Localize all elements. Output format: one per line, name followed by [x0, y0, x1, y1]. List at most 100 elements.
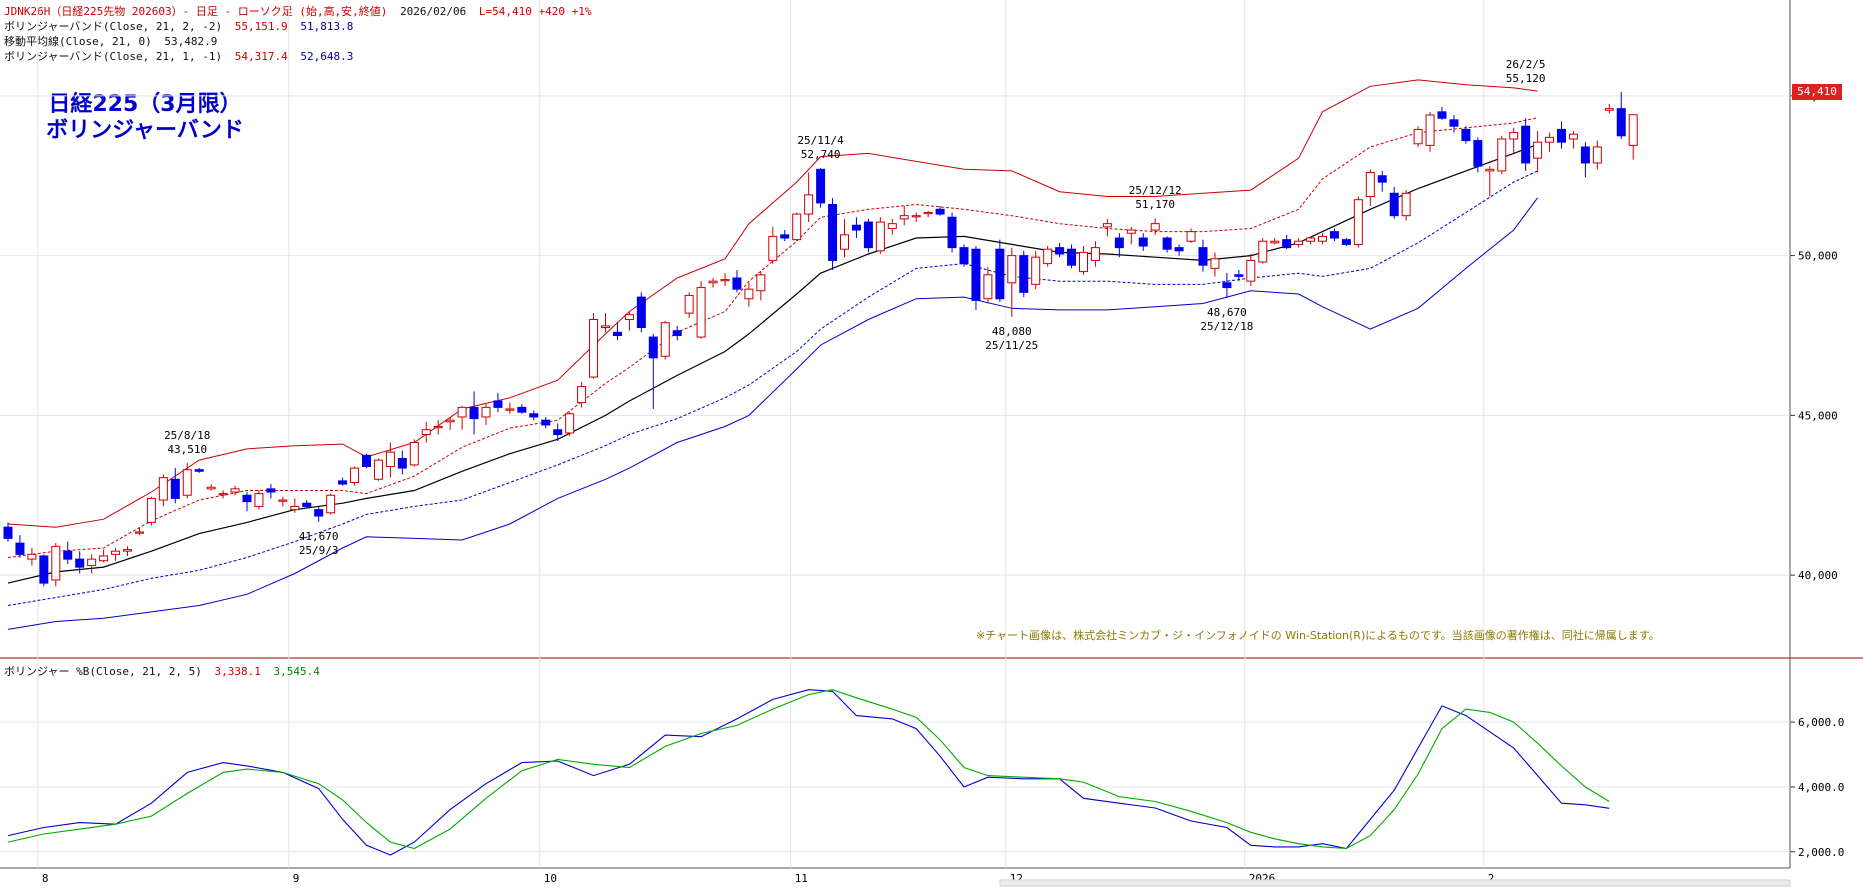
price-annotation: 25/12/12 [1129, 184, 1182, 197]
candle-body [648, 336, 658, 359]
candle-body [1174, 247, 1184, 252]
candle-body [1497, 138, 1507, 172]
candle-body [1461, 128, 1471, 142]
candle-body [266, 488, 276, 493]
candle-body [971, 248, 981, 301]
price-annotation: 26/2/5 [1506, 58, 1546, 71]
candle-body [1162, 237, 1172, 250]
percentb-signal-value: 3,545.4 [273, 665, 320, 678]
candle-body [612, 331, 622, 336]
candle-body [804, 194, 814, 215]
candle-body [409, 442, 419, 466]
candle-body [39, 555, 49, 584]
candle-body [99, 555, 109, 562]
candle-body [1031, 256, 1041, 285]
candle-body [1533, 141, 1543, 159]
candle-body [338, 480, 348, 485]
candle-body [1557, 128, 1566, 143]
candle-body [935, 208, 945, 215]
candle-body [875, 221, 885, 252]
candle-body [899, 215, 909, 220]
candle-body [1294, 240, 1304, 245]
price-annotation: 25/11/25 [985, 339, 1038, 352]
sub-y-tick-label: 2,000.0 [1798, 846, 1844, 859]
candle-body [1198, 247, 1208, 266]
candle-body [206, 486, 216, 490]
candle-body [863, 221, 873, 249]
candle-body [1138, 237, 1148, 247]
candle-body [350, 467, 360, 483]
bb1-upper-value: 54,317.4 [234, 50, 288, 63]
candle-body [1102, 223, 1112, 228]
candle-body [1270, 240, 1280, 244]
band-line [7, 117, 1538, 558]
percentb-value: 3,338.1 [214, 665, 261, 678]
bb1-label: ボリンジャーバンド(Close, 21, 1, -1) [4, 50, 223, 63]
candle-body [27, 553, 37, 560]
candle-body [1222, 282, 1232, 289]
price-annotation: 41,670 [299, 530, 339, 543]
candle-body [624, 314, 634, 321]
candle-body [314, 509, 324, 517]
candle-body [756, 274, 766, 292]
candle-body [851, 224, 861, 231]
candle-body [457, 406, 467, 418]
candle-body [947, 216, 957, 249]
candle-body [158, 477, 168, 501]
candle-body [63, 550, 73, 560]
candle-body [816, 168, 826, 204]
candle-body [51, 545, 61, 581]
candle-body [1389, 192, 1399, 217]
candle-body [1401, 192, 1411, 217]
candle-body [1521, 125, 1531, 164]
sub-y-tick-label: 4,000.0 [1798, 781, 1844, 794]
candle-body [1234, 274, 1244, 277]
candle-body [792, 213, 802, 241]
candle-body [1425, 114, 1435, 146]
candle-body [75, 558, 85, 568]
candle-body [1043, 248, 1053, 265]
candle-body [1592, 146, 1602, 164]
chart-title-line-2: ボリンジャーバンド [46, 118, 244, 143]
candle-body [1055, 247, 1065, 255]
candle-body [1485, 168, 1495, 172]
band-line [7, 197, 1539, 630]
candle-body [1365, 172, 1375, 198]
candle-body [1246, 259, 1256, 282]
header-line-ma: 移動平均線(Close, 21, 0) 53,482.9 [4, 33, 223, 49]
candle-body [123, 549, 132, 552]
candle-body [565, 413, 575, 434]
candle-body [218, 493, 228, 496]
candle-body [1067, 248, 1077, 266]
bb2-label: ボリンジャーバンド(Close, 21, 2, -2) [4, 20, 223, 33]
candle-body [481, 406, 491, 418]
candle-body [290, 505, 300, 511]
candle-body [1341, 239, 1351, 245]
candle-body [1413, 128, 1423, 145]
candle-body [1329, 231, 1339, 239]
candle-body [983, 274, 993, 300]
price-annotation: 48,670 [1207, 306, 1247, 319]
candle-body [1186, 231, 1196, 242]
candle-body [433, 426, 443, 429]
bb2-upper-value: 55,151.9 [234, 20, 288, 33]
bb2-lower-value: 51,813.8 [300, 20, 354, 33]
price-annotation: 25/8/18 [164, 429, 210, 442]
candle-body [1306, 237, 1316, 242]
candle-body [744, 288, 754, 300]
y-tick-label: 50,000 [1798, 250, 1838, 263]
symbol-label: JDNK26H（日経225先物 202603）- 日足 - ローソク足 (始,高… [4, 5, 388, 18]
candle-body [780, 234, 790, 239]
candle-body [1114, 237, 1124, 249]
last-price-readout: L=54,410 +420 +1% [478, 5, 592, 18]
x-tick-label: 8 [42, 872, 49, 885]
price-annotation: 25/11/4 [797, 134, 844, 147]
candle-body [1126, 229, 1136, 234]
candle-body [1353, 199, 1363, 245]
x-tick-label: 10 [544, 872, 557, 885]
candle-body [1473, 140, 1483, 167]
candle-body [708, 280, 718, 284]
candle-body [840, 234, 849, 250]
